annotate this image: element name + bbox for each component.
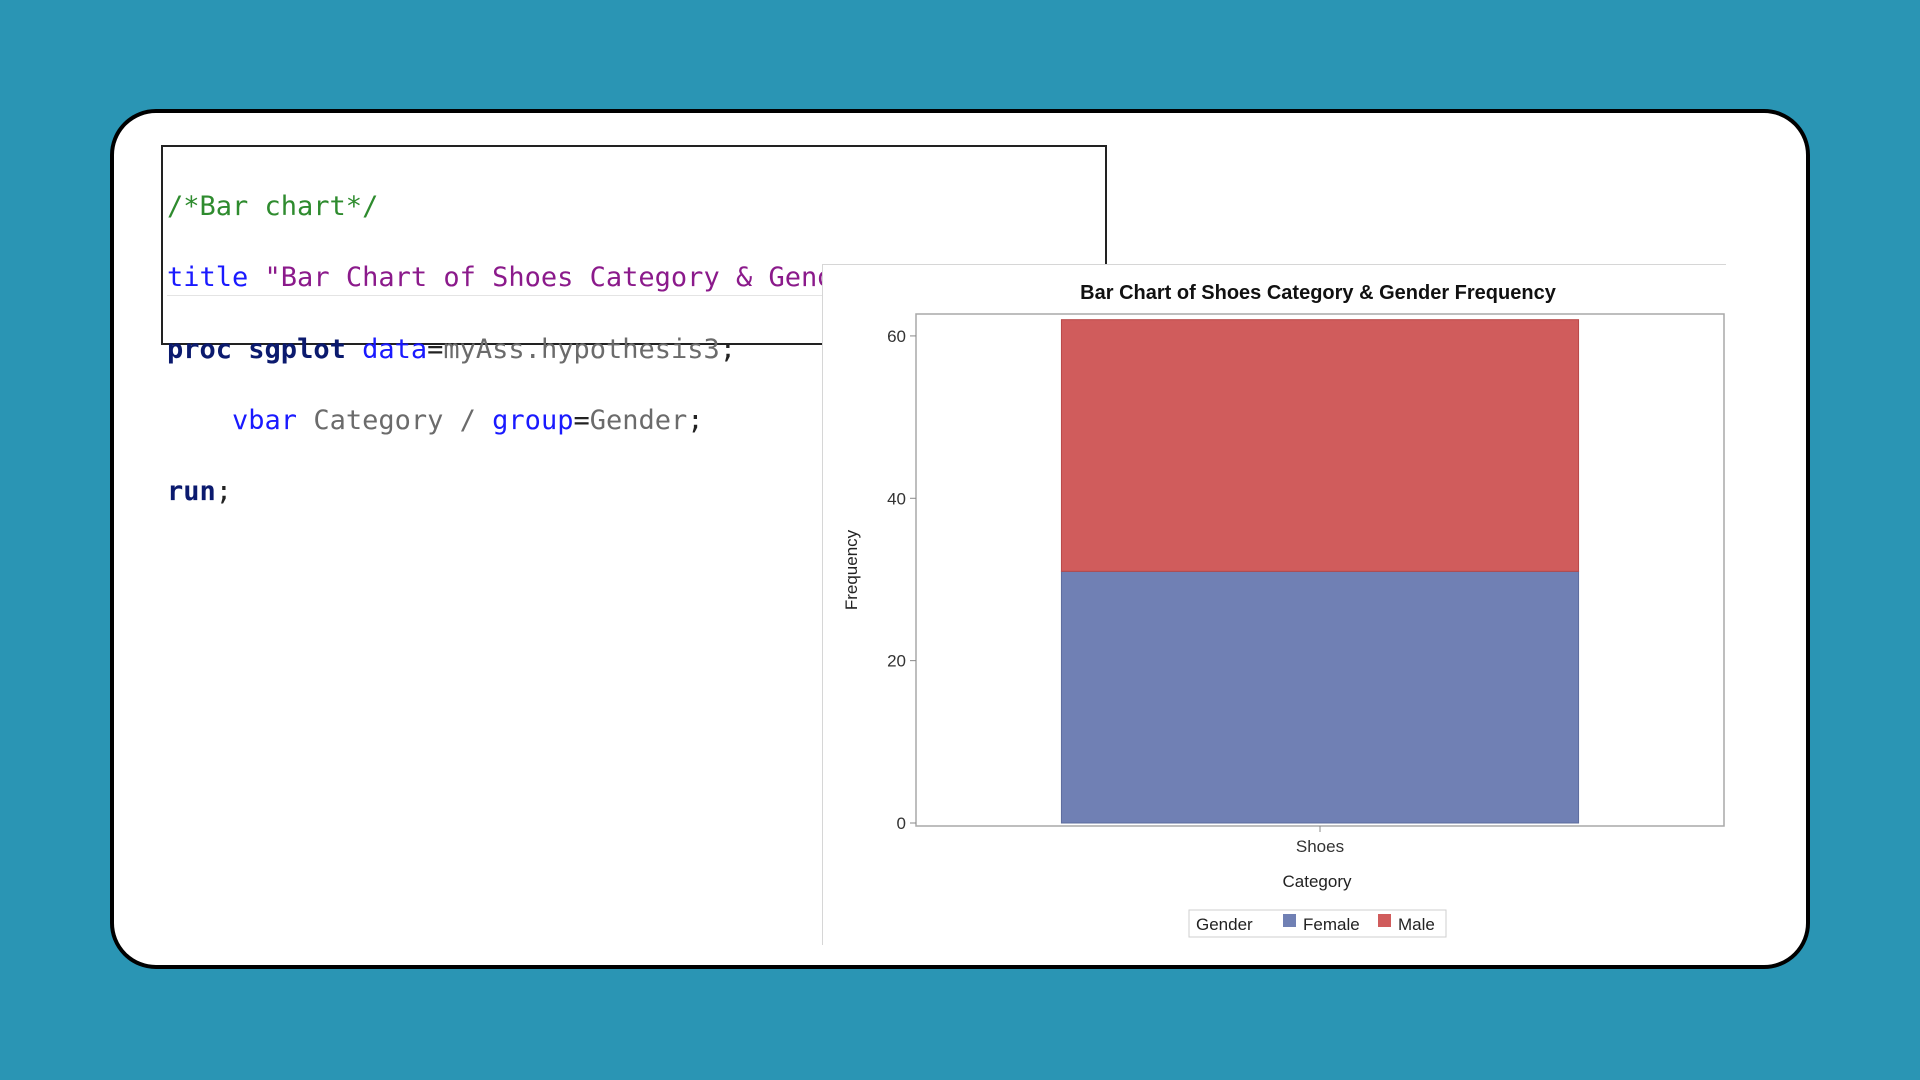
code-equals: = — [573, 404, 590, 436]
bar-male-shoes — [1060, 319, 1580, 572]
chart-title: Bar Chart of Shoes Category & Gender Fre… — [1080, 282, 1557, 304]
bar-female-shoes — [1060, 570, 1580, 824]
code-keyword-title: title — [167, 261, 249, 293]
code-keyword-run: run — [167, 475, 216, 507]
y-tick-label: 40 — [887, 489, 906, 508]
y-tick-label: 60 — [887, 327, 906, 346]
code-variable-category: Category — [313, 404, 444, 436]
y-axis-label: Frequency — [842, 529, 861, 610]
x-axis-label: Category — [1283, 872, 1352, 891]
code-dataset-name: myAss.hypothesis3 — [443, 333, 720, 365]
legend-box — [1188, 909, 1447, 938]
code-slash: / — [459, 404, 476, 436]
legend-swatch-male — [1378, 914, 1391, 927]
bar-chart: Bar Chart of Shoes Category & Gender Fre… — [842, 282, 1725, 938]
legend-title: Gender — [1196, 915, 1253, 934]
code-keyword-sgplot: sgplot — [248, 333, 346, 365]
code-keyword-proc: proc — [167, 333, 233, 365]
code-line-1: /*Bar chart*/ — [167, 189, 1105, 225]
code-keyword-data: data — [362, 333, 428, 365]
code-semicolon: ; — [215, 475, 233, 507]
code-equals: = — [427, 333, 444, 365]
y-tick-label: 0 — [897, 814, 906, 833]
code-line-5: run; — [167, 474, 1105, 510]
code-line-4: vbar Category / group=Gender; — [167, 403, 1105, 439]
legend-label-male: Male — [1398, 915, 1435, 934]
code-keyword-vbar: vbar — [232, 404, 298, 436]
code-line-3: proc sgplot data=myAss.hypothesis3; — [167, 332, 1105, 368]
code-semicolon: ; — [687, 404, 704, 436]
code-variable-gender: Gender — [589, 404, 688, 436]
code-keyword-group: group — [492, 404, 574, 436]
code-semicolon: ; — [719, 333, 737, 365]
legend-label-female: Female — [1303, 915, 1360, 934]
x-tick-label: Shoes — [1296, 837, 1344, 856]
axis-layer: Shoes 0 20 40 60 — [887, 327, 1344, 856]
y-tick-label: 20 — [887, 652, 906, 671]
legend: Gender Female Male — [1188, 909, 1447, 938]
code-comment: /*Bar chart*/ — [167, 190, 379, 222]
bars-layer — [1060, 319, 1580, 824]
legend-swatch-female — [1283, 914, 1296, 927]
chart-panel: Bar Chart of Shoes Category & Gender Fre… — [822, 264, 1726, 945]
